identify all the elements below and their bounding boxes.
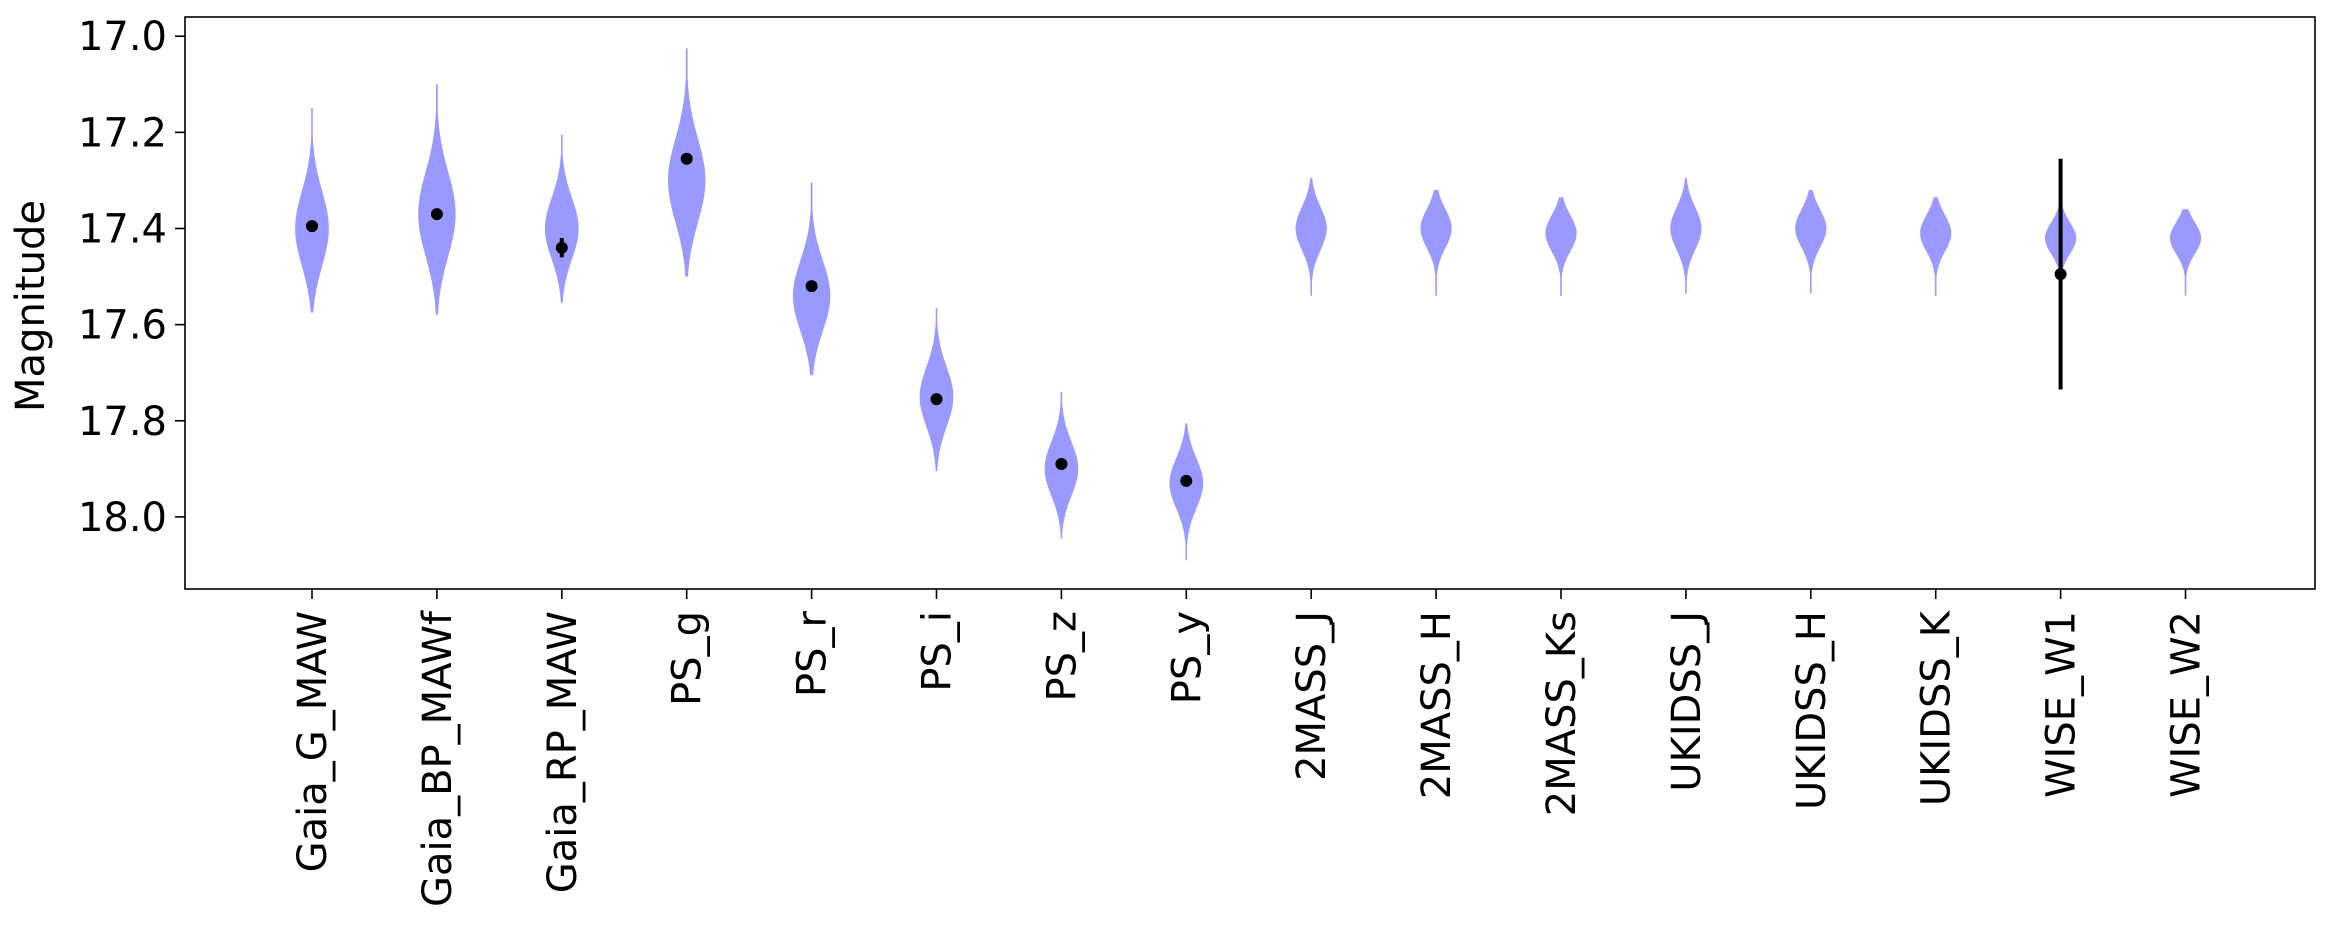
data-point-Gaia_BP_MAWf (430, 208, 443, 221)
y-tick-label: 17.2 (78, 110, 167, 156)
y-tick-label: 17.0 (78, 14, 167, 60)
x-tick-label-2MASS_J: 2MASS_J (1289, 611, 1335, 781)
violin-PS_i (919, 307, 954, 472)
y-tick-label: 17.8 (78, 399, 167, 445)
data-point-PS_y (1180, 474, 1193, 487)
x-tick-label-PS_g: PS_g (665, 611, 711, 706)
x-tick-label-WISE_W1: WISE_W1 (2039, 611, 2085, 798)
violin-WISE_W2 (2169, 209, 2202, 296)
x-tick-label-2MASS_Ks: 2MASS_Ks (1539, 611, 1585, 816)
violins-layer (295, 48, 2202, 561)
violin-UKIDSS_H (1795, 190, 1827, 294)
y-tick-label: 17.6 (78, 303, 167, 349)
violin-2MASS_Ks (1545, 197, 1577, 296)
violin-2MASS_H (1420, 190, 1452, 296)
violin-Gaia_RP_MAW (545, 134, 579, 303)
x-tick-label-Gaia_G_MAW: Gaia_G_MAW (290, 611, 336, 872)
violin-UKIDSS_J (1670, 178, 1702, 294)
x-tick-label-PS_i: PS_i (915, 611, 961, 692)
data-point-Gaia_G_MAW (306, 220, 318, 233)
x-tick-label-PS_z: PS_z (1039, 611, 1085, 702)
violin-Gaia_G_MAW (295, 108, 329, 313)
points-layer (306, 152, 2067, 487)
violin-PS_r (792, 182, 831, 376)
x-tick-label-Gaia_BP_MAWf: Gaia_BP_MAWf (415, 610, 461, 907)
violin-Gaia_BP_MAWf (418, 84, 456, 315)
y-tick-label: 17.4 (78, 206, 167, 252)
data-point-PS_i (930, 393, 943, 406)
data-point-Gaia_RP_MAW (555, 241, 568, 254)
x-tick-label-UKIDSS_J: UKIDSS_J (1664, 611, 1710, 792)
plot-frame (184, 16, 2316, 590)
data-point-PS_z (1055, 458, 1068, 471)
x-tick-label-PS_y: PS_y (1164, 611, 1210, 704)
x-tick-label-WISE_W2: WISE_W2 (2164, 611, 2210, 798)
data-point-WISE_W1 (2054, 268, 2067, 281)
y-axis: 17.0 17.2 17.4 17.6 17.8 18.0 (78, 14, 185, 541)
x-tick-label-Gaia_RP_MAW: Gaia_RP_MAW (540, 611, 586, 893)
x-tick-label-PS_r: PS_r (790, 610, 836, 697)
data-point-PS_r (805, 280, 818, 293)
x-tick-label-UKIDSS_K: UKIDSS_K (1914, 609, 1960, 806)
violin-UKIDSS_K (1920, 197, 1952, 296)
data-point-PS_g (680, 152, 693, 165)
y-tick-label: 18.0 (78, 495, 167, 541)
x-axis: Gaia_G_MAW Gaia_BP_MAWf Gaia_RP_MAW PS_g PS_… (290, 589, 2210, 907)
y-axis-label: Magnitude (8, 200, 54, 412)
violin-2MASS_J (1295, 178, 1327, 296)
x-tick-label-2MASS_H: 2MASS_H (1414, 611, 1460, 799)
violin-PS_y (1169, 423, 1204, 561)
x-tick-label-UKIDSS_H: UKIDSS_H (1789, 611, 1835, 810)
